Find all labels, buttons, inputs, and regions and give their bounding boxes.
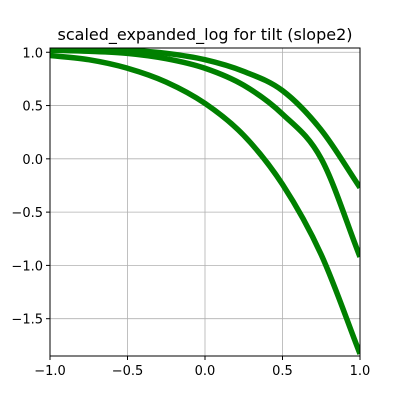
y-tick-label: 0.5	[22, 100, 43, 115]
y-tick-label: 1.0	[22, 46, 43, 61]
chart-title: scaled_expanded_log for tilt (slope2)	[58, 25, 353, 45]
x-tick-label: −0.5	[112, 364, 144, 379]
x-tick-label: 0.5	[272, 364, 293, 379]
x-tick-label: 0.0	[195, 364, 216, 379]
y-tick-label: −1.0	[11, 259, 43, 274]
series-line-3	[50, 48, 360, 190]
y-tick-label: −1.5	[11, 313, 43, 328]
y-tick-label: −0.5	[11, 206, 43, 221]
grid	[49, 48, 361, 356]
series-line-1	[50, 52, 360, 355]
plot-area	[50, 48, 360, 355]
x-tick-label: −1.0	[34, 364, 66, 379]
y-tick-label: 0.0	[22, 153, 43, 168]
x-tick-label: 1.0	[350, 364, 371, 379]
axis-ticks: −1.0 −0.5 0.0 0.5 1.0 1.0 0.5 0.0 −0.5 −1.0 −1.5	[11, 46, 370, 379]
